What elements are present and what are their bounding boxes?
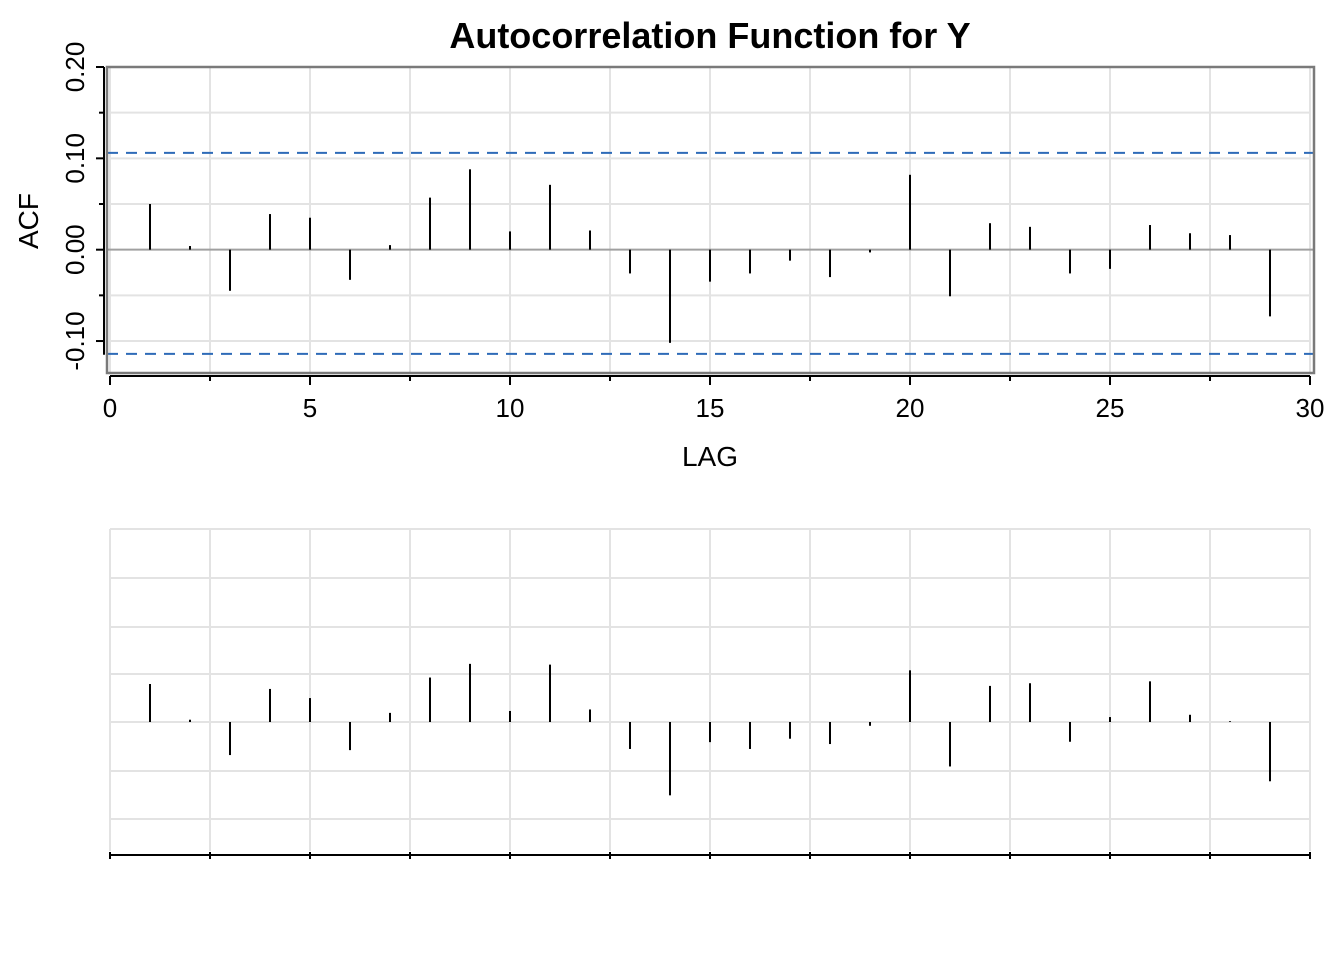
spikes xyxy=(149,663,1271,796)
y-tick-label: 0.20 xyxy=(60,42,90,93)
x-axis: 0 5 10 15 20 25 30 xyxy=(103,375,1325,423)
x-axis xyxy=(109,852,1311,859)
x-tick-label: 10 xyxy=(496,393,525,423)
x-tick-label: 25 xyxy=(1096,393,1125,423)
plot-frame xyxy=(105,65,1316,375)
chart-title: Autocorrelation Function for Y xyxy=(449,15,970,56)
y-tick-label: 0.00 xyxy=(60,224,90,275)
x-axis-title: LAG xyxy=(682,441,738,472)
acf-chart: Autocorrelation Function for Y -0.10 0.00… xyxy=(13,15,1324,472)
x-tick-label: 20 xyxy=(896,393,925,423)
x-tick-label: 30 xyxy=(1296,393,1325,423)
acf-spikes xyxy=(149,169,1271,343)
grid-lines xyxy=(109,528,1311,851)
x-tick-label: 15 xyxy=(696,393,725,423)
y-axis: -0.10 0.00 0.10 0.20 xyxy=(60,42,105,371)
y-tick-label: 0.10 xyxy=(60,133,90,184)
x-tick-label: 0 xyxy=(103,393,117,423)
y-tick-label: -0.10 xyxy=(60,311,90,370)
grid-lines xyxy=(107,66,1314,373)
x-tick-label: 5 xyxy=(303,393,317,423)
y-axis-title: ACF xyxy=(13,193,44,249)
lower-spike-chart xyxy=(109,528,1311,859)
